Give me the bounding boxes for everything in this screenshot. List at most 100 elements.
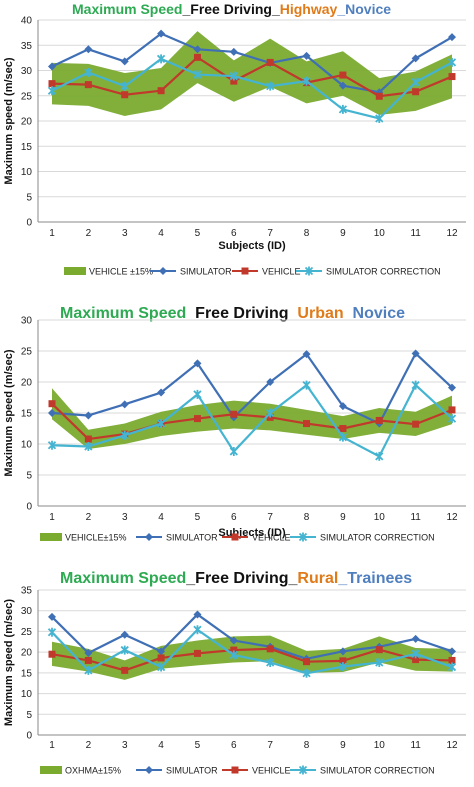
chart-2: Maximum Speed_Free Driving_Urban_Novice 0… (3, 305, 466, 543)
data-point-simulator (48, 62, 56, 71)
y-tick-label: 20 (21, 378, 33, 389)
chart-title-part: Rural (297, 570, 338, 587)
data-point-vehicle (448, 406, 456, 414)
data-point-simulator (157, 647, 166, 656)
x-tick-label: 11 (410, 512, 421, 523)
legend-marker-vehicle (241, 267, 249, 275)
data-point-vehicle (157, 654, 165, 662)
series-line-simulator (51, 32, 453, 94)
data-point-vehicle (448, 73, 456, 81)
y-tick-label: 35 (21, 41, 33, 52)
y-tick-label: 20 (21, 117, 33, 128)
data-point-correction (411, 380, 420, 390)
data-point-simulator (48, 612, 56, 621)
legend-label: SIMULATOR (180, 267, 232, 277)
data-point-vehicle (339, 657, 347, 665)
legend-label: VEHICLE ±15% (89, 267, 153, 277)
data-point-correction (47, 440, 57, 450)
data-point-vehicle (48, 650, 56, 658)
legend-label: SIMULATOR (166, 766, 218, 776)
x-tick-label: 1 (49, 740, 55, 751)
data-point-simulator (120, 57, 129, 66)
series-correction (47, 54, 457, 123)
chart-title: Maximum Speed_Free Driving_Urban_Novice (60, 305, 405, 322)
series-simulator (48, 29, 456, 97)
data-point-vehicle (266, 58, 274, 66)
x-tick-label: 3 (122, 228, 128, 239)
data-point-vehicle (157, 87, 165, 95)
chart-title: Maximum Speed_Free Driving_Highway_Novic… (72, 1, 391, 17)
chart-title-part: Maximum Speed (60, 570, 186, 587)
y-tick-label: 0 (26, 502, 32, 513)
data-point-correction (338, 432, 348, 442)
x-tick-label: 3 (122, 512, 128, 523)
legend-marker-vehicle (231, 533, 239, 541)
chart-title-part: _Free Driving_ (185, 305, 298, 322)
x-tick-label: 2 (86, 512, 92, 523)
y-tick-label: 10 (21, 167, 33, 178)
data-point-correction (302, 668, 311, 678)
data-point-vehicle (230, 646, 238, 654)
y-tick-label: 15 (21, 409, 33, 420)
legend-label: SIMULATOR (166, 533, 218, 543)
data-point-correction (84, 68, 93, 78)
data-point-simulator (84, 411, 93, 420)
data-point-correction (47, 86, 57, 96)
legend-marker-simulator (145, 766, 153, 774)
legend-swatch-band (40, 533, 62, 541)
data-point-simulator (338, 647, 347, 656)
x-tick-label: 4 (158, 512, 164, 523)
chart-title-part: Highway (280, 1, 338, 17)
data-point-vehicle (266, 645, 274, 653)
data-point-simulator (411, 634, 420, 643)
data-point-simulator (193, 359, 202, 368)
data-point-correction (229, 650, 238, 660)
chart-title-part: _Free Driving_ (185, 570, 298, 587)
x-tick-label: 6 (231, 512, 237, 523)
data-point-correction (302, 76, 311, 86)
x-tick-label: 5 (195, 512, 201, 523)
x-tick-label: 7 (267, 228, 273, 239)
x-tick-label: 4 (158, 228, 164, 239)
legend: VEHICLE±15% SIMULATOR VEHICLE SIMULATOR COR… (40, 532, 435, 543)
data-point-correction (338, 662, 348, 672)
x-tick-label: 8 (304, 228, 310, 239)
x-tick-label: 8 (304, 740, 310, 751)
y-tick-label: 25 (21, 627, 33, 638)
x-tick-label: 10 (374, 512, 386, 523)
data-point-correction (47, 627, 57, 637)
data-point-vehicle (193, 53, 201, 61)
y-tick-label: 0 (26, 218, 32, 229)
data-point-vehicle (48, 80, 56, 88)
data-point-vehicle (121, 91, 129, 99)
data-point-simulator (302, 350, 311, 359)
legend-marker-correction (304, 266, 314, 276)
legend-marker-simulator (145, 533, 153, 541)
x-tick-label: 4 (158, 740, 164, 751)
data-point-correction (156, 54, 166, 64)
legend: ΟΧΗΜΑ±15% SIMULATOR VEHICLE SIMULATOR CORRE… (40, 765, 435, 776)
chart-title-part: _Free Driving_ (181, 1, 279, 17)
x-tick-label: 11 (410, 740, 421, 751)
chart-title-part: Maximum Speed (72, 1, 182, 17)
data-point-vehicle (412, 656, 420, 664)
x-tick-label: 7 (267, 740, 273, 751)
series-line-vehicle (51, 56, 453, 98)
data-point-correction (193, 389, 202, 399)
data-point-simulator (120, 630, 129, 639)
data-point-simulator (411, 54, 420, 63)
data-point-vehicle (121, 666, 129, 674)
data-point-vehicle (193, 415, 201, 423)
chart-1: Maximum Speed_Free Driving_Highway_Novic… (3, 1, 466, 277)
x-tick-label: 7 (267, 512, 273, 523)
y-tick-label: 5 (26, 192, 32, 203)
data-point-vehicle (193, 649, 201, 657)
data-point-correction (447, 57, 457, 67)
legend-label: SIMULATOR CORRECTION (320, 766, 435, 776)
data-point-simulator (448, 383, 456, 392)
legend: VEHICLE ±15% SIMULATOR VEHICLE SIMULATOR CO… (64, 266, 441, 277)
data-point-vehicle (303, 658, 311, 666)
x-tick-label: 12 (446, 228, 458, 239)
